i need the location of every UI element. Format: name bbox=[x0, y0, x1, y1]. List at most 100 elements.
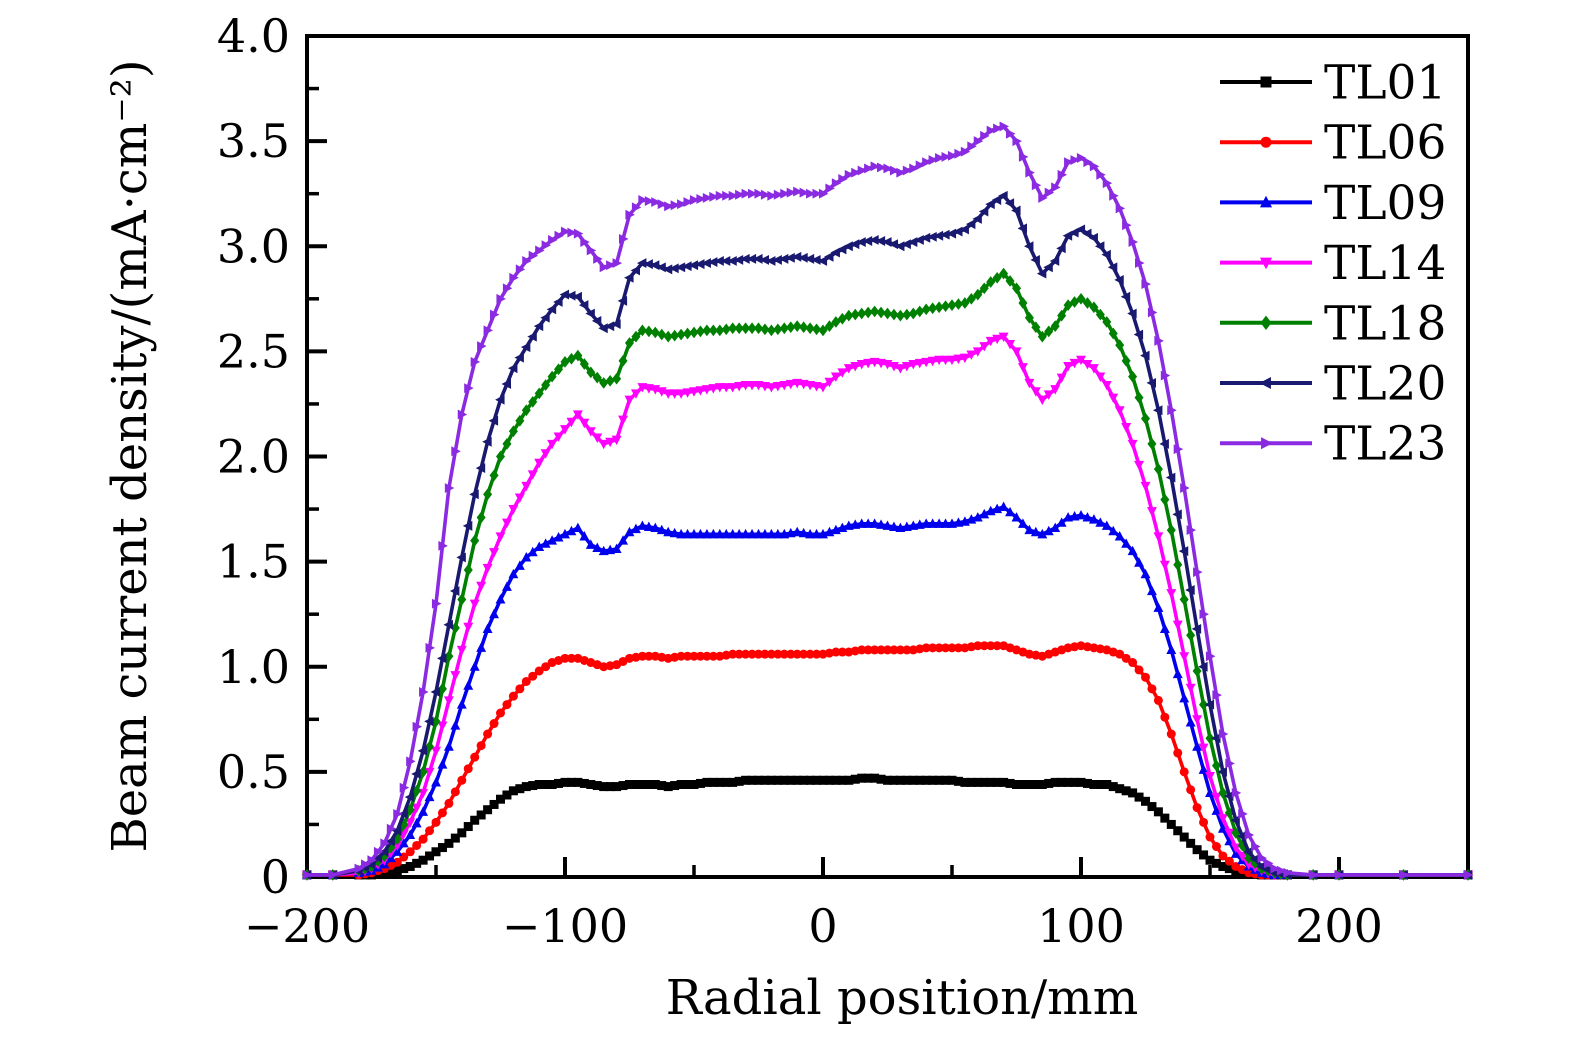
data-point-marker bbox=[528, 395, 538, 408]
data-point-marker bbox=[1115, 339, 1125, 351]
data-point-marker bbox=[1115, 203, 1126, 214]
data-point-marker bbox=[973, 136, 984, 147]
data-point-marker bbox=[740, 253, 750, 264]
data-point-marker bbox=[702, 324, 712, 337]
data-point-marker bbox=[411, 803, 422, 814]
data-point-marker bbox=[701, 528, 712, 539]
data-point-marker bbox=[450, 787, 460, 797]
data-point-marker bbox=[883, 163, 893, 174]
data-point-marker bbox=[464, 383, 474, 394]
data-point-marker bbox=[637, 651, 647, 661]
y-axis: 0 0.5 1.0 1.5 2.0 2.5 3.0 3.5 4.0 bbox=[217, 9, 327, 904]
data-point-marker bbox=[643, 521, 654, 531]
data-point-marker bbox=[869, 518, 880, 528]
data-point-marker bbox=[502, 700, 512, 710]
data-point-marker bbox=[1050, 522, 1061, 533]
data-point-marker bbox=[1108, 525, 1119, 536]
data-point-marker bbox=[624, 272, 634, 283]
data-point-marker bbox=[992, 334, 1003, 345]
data-point-marker bbox=[592, 433, 603, 443]
data-point-marker bbox=[759, 254, 769, 265]
data-point-marker bbox=[586, 366, 596, 379]
data-point-marker bbox=[1140, 568, 1151, 579]
plot-frame bbox=[305, 34, 1470, 879]
data-point-marker bbox=[901, 239, 911, 250]
data-point-marker bbox=[1064, 157, 1074, 168]
data-point-marker bbox=[669, 263, 679, 274]
data-point-marker bbox=[1212, 690, 1222, 701]
data-point-marker bbox=[985, 199, 995, 210]
data-point-marker bbox=[1211, 842, 1221, 852]
data-point-marker bbox=[644, 651, 654, 661]
data-point-marker bbox=[888, 239, 898, 250]
data-point-marker bbox=[502, 438, 512, 450]
data-point-marker bbox=[548, 234, 558, 245]
data-point-marker bbox=[631, 389, 641, 399]
data-point-marker bbox=[1146, 377, 1156, 388]
data-point-marker bbox=[1011, 512, 1022, 522]
data-point-marker bbox=[1243, 846, 1253, 857]
data-point-marker bbox=[792, 526, 803, 537]
data-point-marker bbox=[843, 364, 854, 374]
data-point-marker bbox=[456, 645, 467, 656]
data-point-marker bbox=[998, 332, 1009, 343]
data-point-marker bbox=[1030, 526, 1041, 537]
data-point-marker bbox=[514, 352, 524, 363]
data-point-marker bbox=[740, 528, 751, 539]
legend-label-TL09: TL09 bbox=[1324, 176, 1446, 231]
data-point-marker bbox=[883, 307, 892, 320]
data-point-marker bbox=[928, 643, 938, 653]
data-point-marker bbox=[1141, 412, 1150, 425]
data-point-marker bbox=[411, 769, 421, 779]
data-point-marker bbox=[1018, 363, 1028, 373]
data-point-marker bbox=[985, 336, 996, 347]
data-point-marker bbox=[1165, 472, 1176, 483]
data-point-marker bbox=[534, 458, 545, 469]
data-point-marker bbox=[933, 230, 944, 241]
data-point-marker bbox=[1173, 748, 1183, 758]
data-point-marker bbox=[766, 649, 776, 659]
data-point-marker bbox=[806, 188, 816, 199]
data-point-marker bbox=[1089, 301, 1099, 314]
series-line-TL09 bbox=[305, 505, 1470, 877]
data-point-marker bbox=[560, 425, 570, 435]
data-point-marker bbox=[954, 148, 964, 159]
data-point-marker bbox=[689, 195, 700, 205]
data-point-marker bbox=[444, 798, 454, 808]
data-point-marker bbox=[470, 534, 480, 547]
data-point-marker bbox=[1107, 262, 1118, 273]
data-point-marker bbox=[863, 358, 874, 369]
data-point-marker bbox=[875, 236, 886, 246]
data-point-marker bbox=[856, 237, 866, 247]
data-point-marker bbox=[1185, 683, 1196, 694]
data-point-marker bbox=[463, 564, 473, 576]
data-point-marker bbox=[482, 623, 493, 633]
data-point-marker bbox=[489, 608, 499, 619]
data-point-marker bbox=[669, 389, 680, 399]
data-point-marker bbox=[979, 508, 990, 519]
data-point-marker bbox=[663, 389, 674, 399]
data-point-marker bbox=[940, 518, 951, 528]
data-point-marker bbox=[1160, 370, 1171, 381]
data-point-marker bbox=[624, 526, 635, 537]
data-point-marker bbox=[1236, 831, 1247, 841]
data-point-marker bbox=[521, 676, 531, 686]
data-point-marker bbox=[741, 188, 751, 199]
data-point-marker bbox=[1115, 649, 1125, 659]
data-point-marker bbox=[534, 666, 544, 676]
data-point-marker bbox=[695, 386, 706, 396]
series-markers-TL06 bbox=[302, 641, 1473, 880]
data-point-marker bbox=[572, 410, 583, 420]
data-point-marker bbox=[902, 308, 912, 321]
data-point-marker bbox=[714, 256, 724, 266]
data-point-marker bbox=[406, 756, 416, 767]
data-point-marker bbox=[728, 322, 738, 335]
data-point-marker bbox=[708, 651, 718, 661]
data-point-marker bbox=[670, 200, 681, 211]
data-point-marker bbox=[1179, 692, 1190, 703]
data-point-marker bbox=[637, 258, 647, 269]
data-point-marker bbox=[799, 187, 810, 198]
legend-item-TL23: TL23 bbox=[1220, 417, 1446, 472]
data-point-marker bbox=[463, 622, 474, 633]
data-point-marker bbox=[947, 355, 957, 366]
